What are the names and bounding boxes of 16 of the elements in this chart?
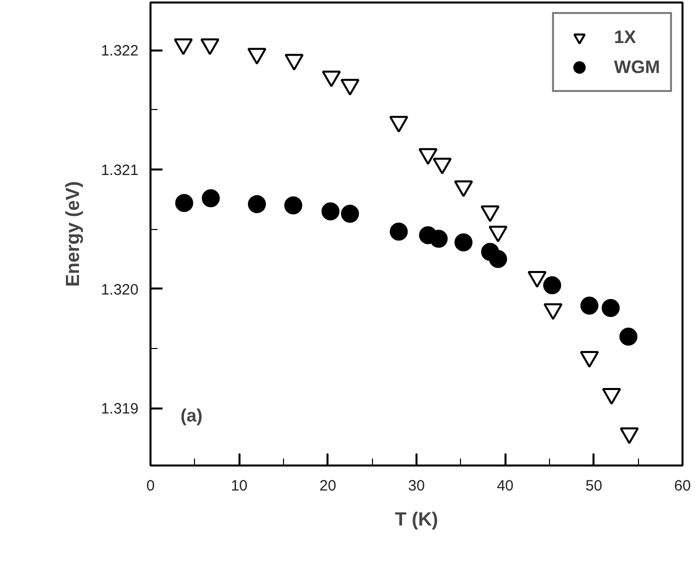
x-tick-label: 0 (146, 478, 155, 494)
x-tick-label: 20 (319, 478, 336, 494)
y-tick-label: 1.320 (100, 281, 139, 298)
y-axis-title: Energy (eV) (62, 181, 84, 287)
x-tick-label: 60 (674, 478, 691, 494)
x-tick-label: 50 (585, 478, 602, 494)
x-tick-label: 30 (408, 478, 425, 494)
y-tick-label: 1.321 (100, 162, 139, 180)
x-axis-title: T (K) (394, 510, 438, 530)
x-tick-label: 40 (496, 478, 514, 494)
annotation: (a) (180, 406, 203, 426)
y-tick-label: 1.319 (100, 400, 139, 418)
y-tick-label: 1.322 (100, 42, 139, 60)
x-tick-label: 10 (230, 478, 248, 494)
legend-label: WGM (614, 56, 660, 78)
legend-label: 1X (614, 26, 636, 48)
